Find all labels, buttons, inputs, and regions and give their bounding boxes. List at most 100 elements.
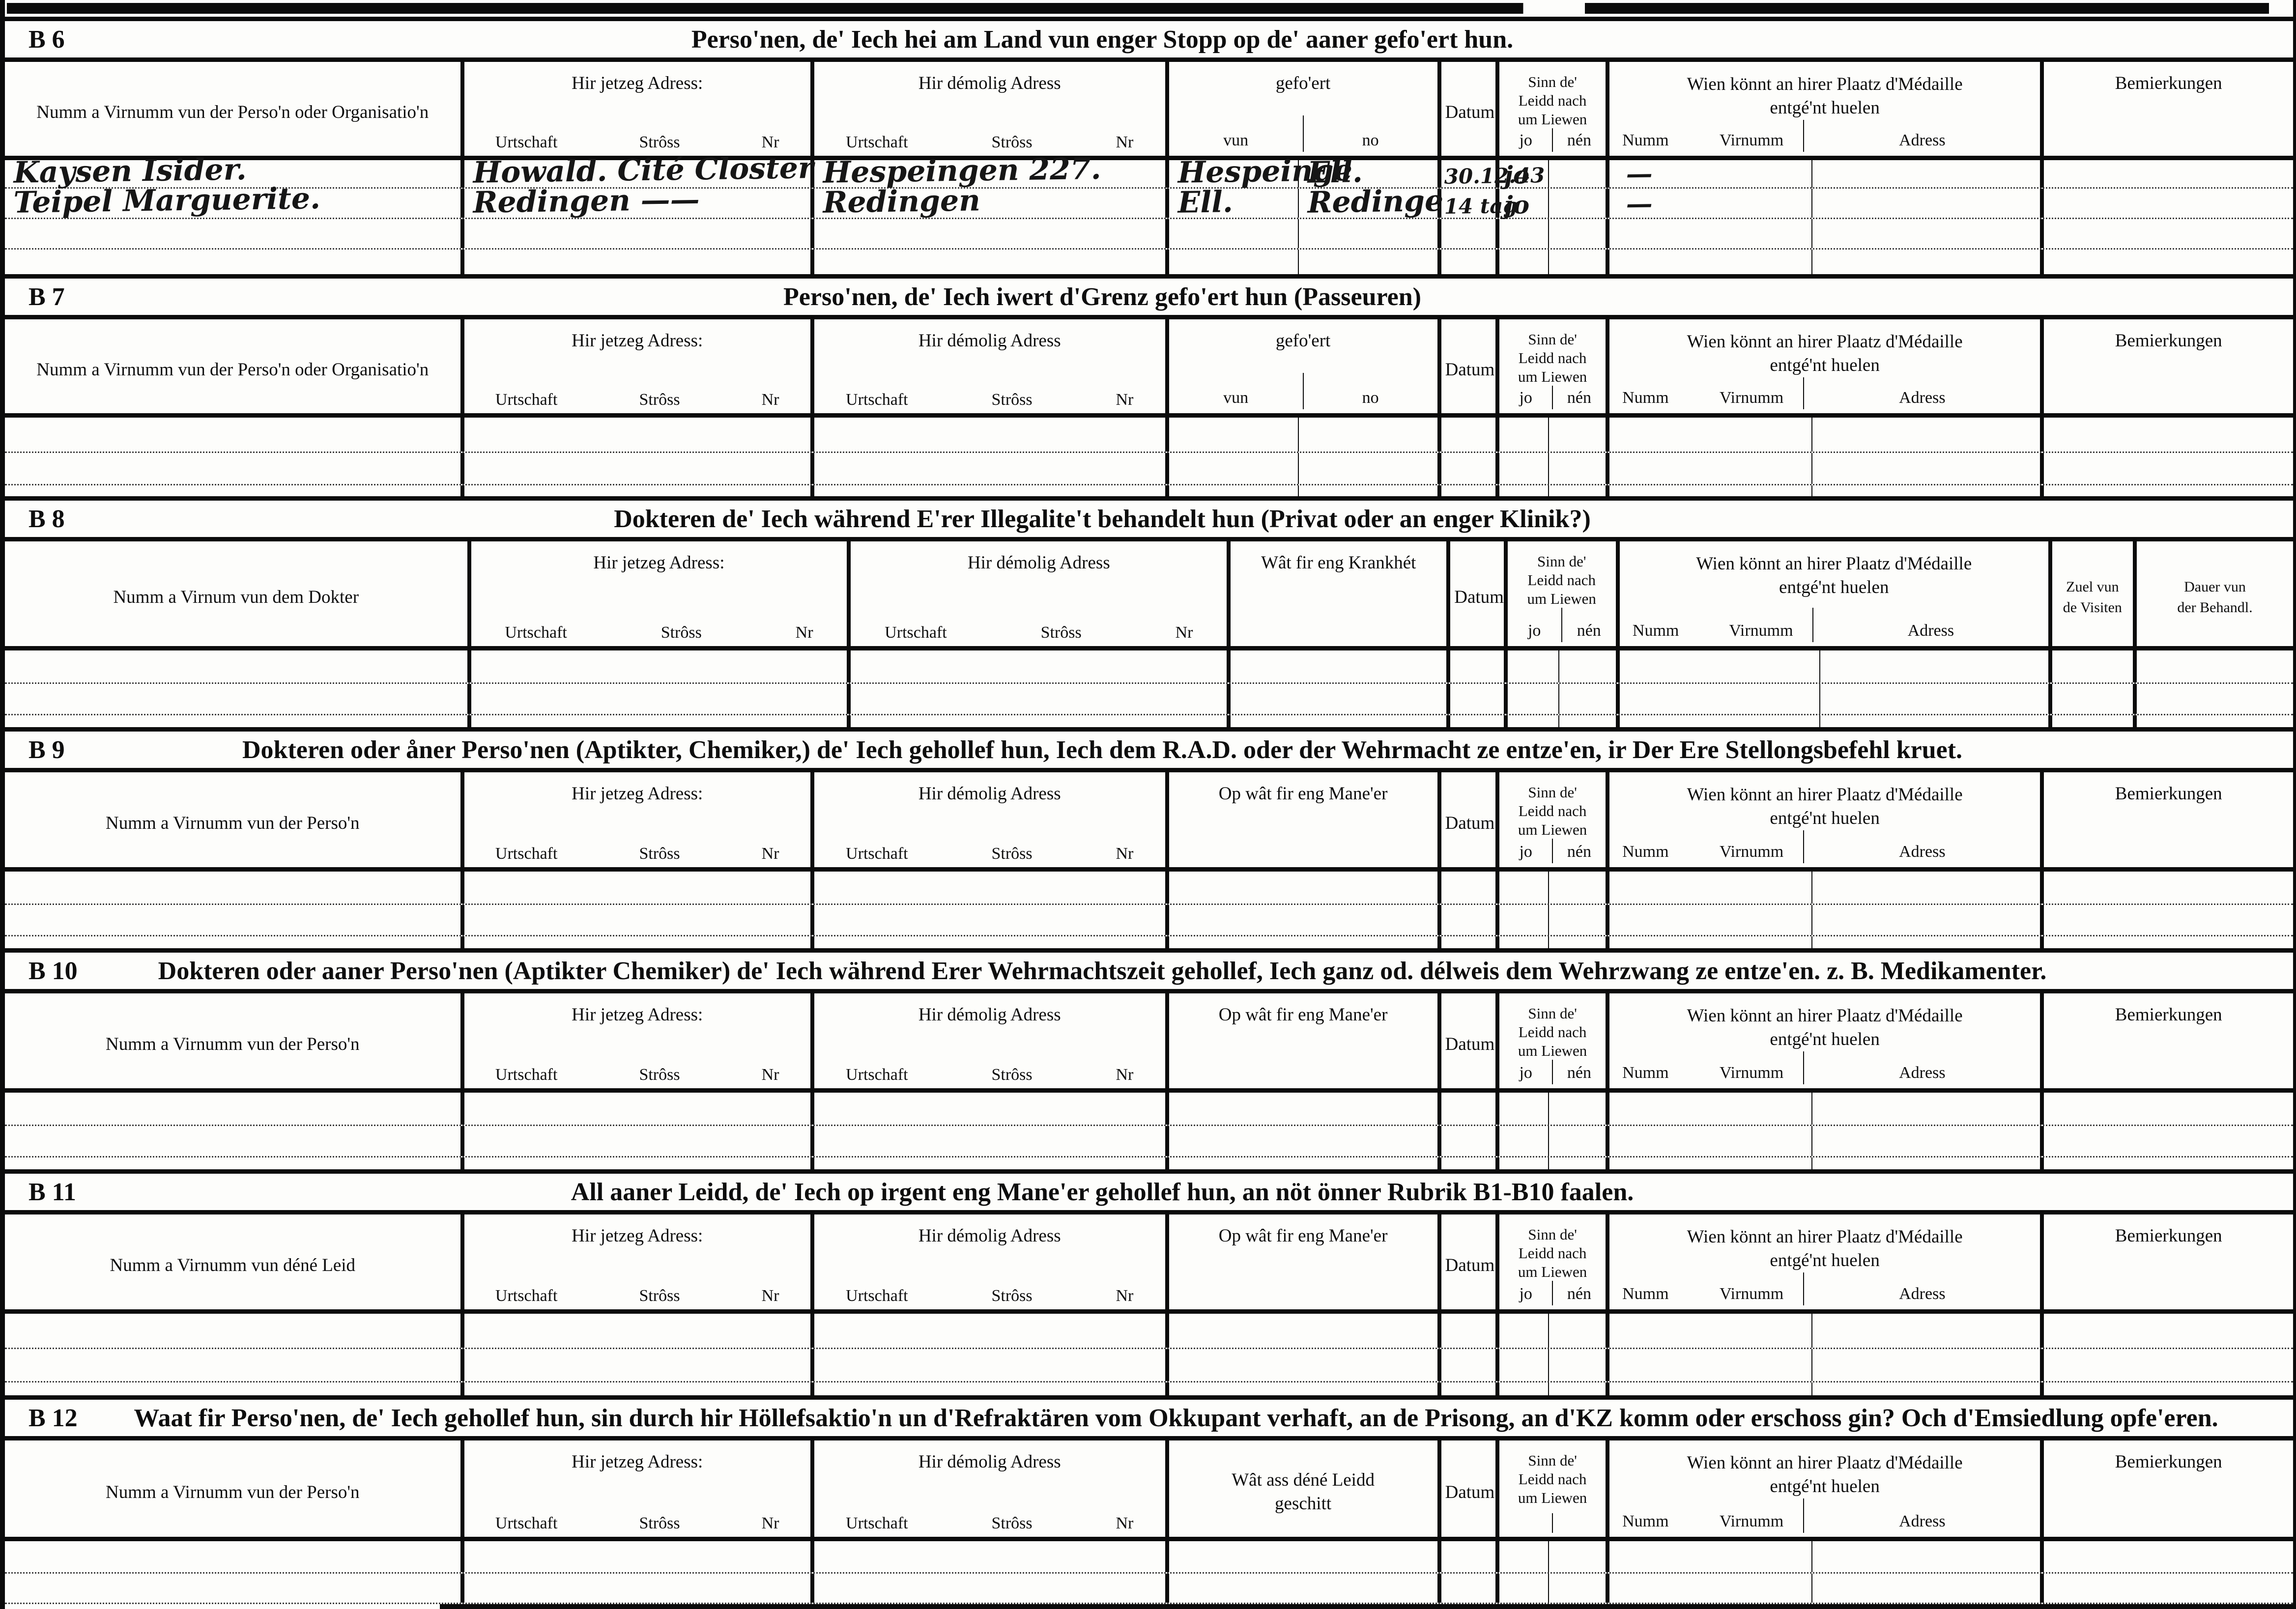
empty-cell <box>810 936 1165 948</box>
empty-cell <box>1165 219 1298 248</box>
empty-cell <box>1165 1157 1437 1169</box>
section-b12: B 12 Waat fir Perso'nen, de' Iech geholl… <box>5 1395 2293 1609</box>
empty-cell <box>1548 1574 1605 1603</box>
b6-r1-no: Ell. <box>1297 155 1437 190</box>
empty-cell <box>460 1383 810 1395</box>
empty-cell <box>810 219 1165 248</box>
empty-cell <box>1819 650 2048 682</box>
empty-cell <box>2040 1541 2293 1572</box>
col-name-header: Numm a Virnumm vun der Perso'n oder Orga… <box>36 360 429 380</box>
empty-cell <box>460 872 810 903</box>
empty-cell <box>2040 418 2293 452</box>
empty-cell <box>810 1349 1165 1381</box>
empty-cell <box>1446 650 1503 682</box>
b11-title-row: B 11 All aaner Leidd, de' Iech op irgent… <box>5 1169 2293 1214</box>
empty-cell <box>5 1383 460 1395</box>
col-former-address-header: Hir démolig Adress Urtschaft Strôss Nr <box>810 1214 1165 1309</box>
empty-cell <box>1548 1349 1605 1381</box>
empty-cell <box>1548 485 1605 496</box>
empty-cell <box>1811 1574 2040 1603</box>
empty-cell <box>2040 453 2293 484</box>
b6-r1-current-address: Howald. Cité Closter <box>460 151 813 190</box>
empty-cell <box>2040 936 2293 948</box>
empty-cell <box>810 1126 1165 1156</box>
col-alive-header: Sinn de' Leidd nach um Liewen jo nén <box>1495 772 1605 867</box>
b6-r2-medal-adress <box>1811 189 2040 218</box>
empty-cell <box>1437 250 1496 274</box>
col-remarks-header: Bemierkungen <box>2040 1214 2293 1309</box>
b12-title-row: B 12 Waat fir Perso'nen, de' Iech geholl… <box>5 1395 2293 1440</box>
empty-cell <box>1165 418 1298 452</box>
b8-title-row: B 8 Dokteren de' Iech während E'rer Ille… <box>5 496 2293 541</box>
empty-cell <box>2040 1093 2293 1125</box>
col-current-address-header: Hir jetzeg Adress: Urtschaft Strôss Nr <box>460 319 810 413</box>
b6-r2-jo: jo <box>1495 189 1548 220</box>
b7-entry-row-1 <box>5 418 2293 453</box>
empty-cell <box>1297 485 1437 496</box>
col-datum-header: Datum <box>1437 1440 1496 1537</box>
col-datum-header: Datum <box>1437 772 1496 867</box>
scan-bottom-edge <box>439 1604 2293 1609</box>
col-former-address-header: Hir démolig Adress Urtschaft Strôss Nr <box>810 1440 1165 1537</box>
col-alive-header: Sinn de' Leidd nach um Liewen jo nén <box>1495 993 1605 1088</box>
empty-cell <box>810 905 1165 935</box>
b9-entry-row-2 <box>5 905 2293 936</box>
col-medal-header: Wien könnt an hirer Plaatz d'Médaille ent… <box>1605 993 2040 1088</box>
section-id: B 10 <box>29 957 78 985</box>
col-former-address-header: Hir démolig Adress Urtschaft Strôss Nr <box>810 319 1165 413</box>
col-alive-header: Sinn de' Leidd nach um Liewen jo nén <box>1495 319 1605 413</box>
b6-r1-former-address: Hespeingen 227. <box>810 152 1165 190</box>
empty-cell <box>1548 418 1605 452</box>
empty-cell <box>2040 1574 2293 1603</box>
b11-row-tail <box>5 1383 2293 1395</box>
b6-r1-medal-adress <box>1811 160 2040 188</box>
empty-cell <box>1437 219 1496 248</box>
empty-cell <box>1548 219 1605 248</box>
empty-cell <box>810 418 1165 452</box>
empty-cell <box>1227 650 1446 682</box>
col-current-address-header: Hir jetzeg Adress: Urtschaft Strôss Nr <box>460 62 810 156</box>
empty-cell <box>1165 1093 1437 1125</box>
empty-cell <box>1297 250 1437 274</box>
empty-cell <box>2040 1126 2293 1156</box>
empty-cell <box>2040 905 2293 935</box>
empty-cell <box>460 936 810 948</box>
b11-entry-row-1 <box>5 1314 2293 1349</box>
empty-cell <box>1437 1314 1496 1348</box>
empty-cell <box>1437 905 1496 935</box>
col-manner-header: Op wât fir eng Mane'er <box>1165 772 1437 867</box>
empty-cell <box>1495 905 1548 935</box>
empty-cell <box>2040 1314 2293 1348</box>
empty-cell <box>1437 418 1496 452</box>
b6-r1-datum: 30.12.43 <box>1437 160 1545 189</box>
empty-cell <box>1615 684 1819 714</box>
empty-cell <box>810 872 1165 903</box>
b6-r2-no: Redinge <box>1297 184 1443 220</box>
empty-cell <box>1605 905 1811 935</box>
empty-cell <box>1495 1541 1548 1572</box>
empty-cell <box>847 715 1227 727</box>
section-title: Waat fir Perso'nen, de' Iech gehollef hu… <box>134 1404 2218 1432</box>
empty-cell <box>1503 650 1559 682</box>
b6-r2-former-address: Redingen <box>810 183 1165 220</box>
empty-cell <box>1605 1157 1811 1169</box>
col-alive-header: Sinn de' Leidd nach um Liewen jo nén <box>1495 1214 1605 1309</box>
b10-header: Numm a Virnumm vun der Perso'n Hir jetze… <box>5 993 2293 1093</box>
empty-cell <box>1605 1541 1811 1572</box>
col-name-header: Numm a Virnumm vun déné Leid <box>110 1255 356 1275</box>
empty-cell <box>5 715 467 727</box>
empty-cell <box>1446 684 1503 714</box>
section-id: B 6 <box>29 25 65 54</box>
col-name-header: Numm a Virnumm vun der Perso'n <box>105 1034 360 1054</box>
empty-cell <box>1495 872 1548 903</box>
col-datum-header: Datum <box>1437 1214 1496 1309</box>
empty-cell <box>1165 936 1437 948</box>
col-name-header: Numm a Virnumm vun der Perso'n oder Orga… <box>36 102 429 122</box>
col-former-address-header: Hir démolig Adress Urtschaft Strôss Nr <box>810 993 1165 1088</box>
empty-cell <box>5 872 460 903</box>
empty-cell <box>1605 485 1811 496</box>
empty-cell <box>810 1383 1165 1395</box>
empty-cell <box>1437 1383 1496 1395</box>
empty-cell <box>1811 872 2040 903</box>
empty-cell <box>5 1126 460 1156</box>
